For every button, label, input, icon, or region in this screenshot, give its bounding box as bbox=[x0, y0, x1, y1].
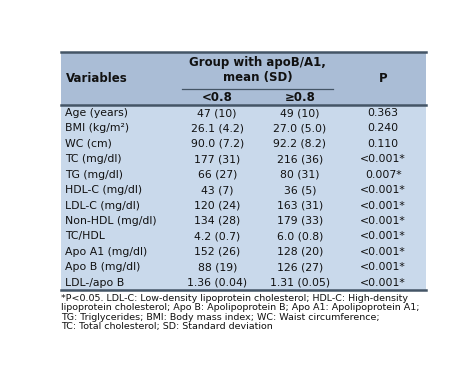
Text: 80 (31): 80 (31) bbox=[280, 170, 319, 180]
Bar bbox=[61, 260, 426, 275]
Text: Group with apoB/A1,
mean (SD): Group with apoB/A1, mean (SD) bbox=[189, 56, 326, 85]
Bar bbox=[61, 275, 426, 290]
Bar bbox=[61, 167, 426, 183]
Bar bbox=[61, 151, 426, 167]
Text: 66 (27): 66 (27) bbox=[198, 170, 237, 180]
Text: <0.001*: <0.001* bbox=[360, 247, 406, 257]
Bar bbox=[61, 213, 426, 229]
Text: 120 (24): 120 (24) bbox=[194, 200, 240, 211]
Text: HDL-C (mg/dl): HDL-C (mg/dl) bbox=[65, 185, 143, 195]
Text: 1.36 (0.04): 1.36 (0.04) bbox=[187, 278, 247, 288]
Text: Variables: Variables bbox=[65, 72, 127, 85]
Text: <0.001*: <0.001* bbox=[360, 185, 406, 195]
Text: P: P bbox=[379, 72, 387, 85]
Text: 163 (31): 163 (31) bbox=[277, 200, 323, 211]
Text: 49 (10): 49 (10) bbox=[280, 108, 319, 118]
Text: <0.001*: <0.001* bbox=[360, 200, 406, 211]
Text: TC (mg/dl): TC (mg/dl) bbox=[65, 154, 122, 164]
Text: <0.001*: <0.001* bbox=[360, 278, 406, 288]
Text: Age (years): Age (years) bbox=[65, 108, 128, 118]
Text: 0.007*: 0.007* bbox=[365, 170, 401, 180]
Text: 43 (7): 43 (7) bbox=[201, 185, 234, 195]
Bar bbox=[61, 121, 426, 136]
Bar bbox=[61, 229, 426, 244]
Text: 27.0 (5.0): 27.0 (5.0) bbox=[273, 123, 327, 134]
Text: 0.110: 0.110 bbox=[367, 139, 399, 149]
Text: 128 (20): 128 (20) bbox=[277, 247, 323, 257]
Text: 36 (5): 36 (5) bbox=[283, 185, 316, 195]
Text: 216 (36): 216 (36) bbox=[277, 154, 323, 164]
Text: Apo B (mg/dl): Apo B (mg/dl) bbox=[65, 262, 141, 272]
Bar bbox=[340, 52, 426, 105]
Text: Non-HDL (mg/dl): Non-HDL (mg/dl) bbox=[65, 216, 157, 226]
Bar bbox=[61, 198, 426, 213]
Text: 1.31 (0.05): 1.31 (0.05) bbox=[270, 278, 330, 288]
Bar bbox=[61, 52, 175, 105]
Text: 126 (27): 126 (27) bbox=[277, 262, 323, 272]
Text: *P<0.05. LDL-C: Low-density lipoprotein cholesterol; HDL-C: High-density: *P<0.05. LDL-C: Low-density lipoprotein … bbox=[61, 294, 408, 303]
Text: 26.1 (4.2): 26.1 (4.2) bbox=[191, 123, 244, 134]
Text: 88 (19): 88 (19) bbox=[198, 262, 237, 272]
Text: TC/HDL: TC/HDL bbox=[65, 231, 105, 241]
Text: 92.2 (8.2): 92.2 (8.2) bbox=[273, 139, 327, 149]
Text: 177 (31): 177 (31) bbox=[194, 154, 240, 164]
Text: 4.2 (0.7): 4.2 (0.7) bbox=[194, 231, 240, 241]
Text: 0.363: 0.363 bbox=[367, 108, 399, 118]
Text: <0.001*: <0.001* bbox=[360, 216, 406, 226]
Text: TG (mg/dl): TG (mg/dl) bbox=[65, 170, 124, 180]
Bar bbox=[175, 89, 340, 105]
Text: lipoprotein cholesterol; Apo B: Apolipoprotein B; Apo A1: Apolipoprotein A1;: lipoprotein cholesterol; Apo B: Apolipop… bbox=[61, 303, 419, 313]
Text: <0.8: <0.8 bbox=[202, 91, 233, 104]
Text: WC (cm): WC (cm) bbox=[65, 139, 112, 149]
Text: Apo A1 (mg/dl): Apo A1 (mg/dl) bbox=[65, 247, 148, 257]
Text: 134 (28): 134 (28) bbox=[194, 216, 240, 226]
Text: 179 (33): 179 (33) bbox=[277, 216, 323, 226]
Text: BMI (kg/m²): BMI (kg/m²) bbox=[65, 123, 129, 134]
Text: <0.001*: <0.001* bbox=[360, 154, 406, 164]
Text: LDL-/apo B: LDL-/apo B bbox=[65, 278, 125, 288]
Text: LDL-C (mg/dl): LDL-C (mg/dl) bbox=[65, 200, 140, 211]
Bar bbox=[61, 183, 426, 198]
Text: 6.0 (0.8): 6.0 (0.8) bbox=[277, 231, 323, 241]
Text: <0.001*: <0.001* bbox=[360, 231, 406, 241]
Bar bbox=[175, 52, 340, 89]
Bar bbox=[61, 244, 426, 260]
Text: 90.0 (7.2): 90.0 (7.2) bbox=[191, 139, 244, 149]
Text: <0.001*: <0.001* bbox=[360, 262, 406, 272]
Bar bbox=[61, 105, 426, 121]
Text: TC: Total cholesterol; SD: Standard deviation: TC: Total cholesterol; SD: Standard devi… bbox=[61, 322, 273, 331]
Text: 47 (10): 47 (10) bbox=[198, 108, 237, 118]
Text: TG: Triglycerides; BMI: Body mass index; WC: Waist circumference;: TG: Triglycerides; BMI: Body mass index;… bbox=[61, 313, 380, 322]
Bar bbox=[61, 136, 426, 151]
Text: 0.240: 0.240 bbox=[367, 123, 399, 134]
Text: ≥0.8: ≥0.8 bbox=[284, 91, 315, 104]
Text: 152 (26): 152 (26) bbox=[194, 247, 240, 257]
